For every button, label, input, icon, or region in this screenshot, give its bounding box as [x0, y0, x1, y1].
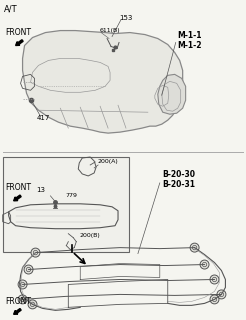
- Text: 153: 153: [119, 15, 132, 20]
- Circle shape: [200, 260, 209, 269]
- Text: 200(A): 200(A): [97, 159, 118, 164]
- Text: 417: 417: [36, 115, 50, 121]
- Circle shape: [190, 243, 199, 252]
- Text: 611(B): 611(B): [99, 28, 120, 33]
- Circle shape: [24, 265, 33, 274]
- Polygon shape: [23, 31, 183, 133]
- Text: M-1-1: M-1-1: [178, 31, 202, 40]
- Circle shape: [28, 300, 37, 309]
- Circle shape: [18, 280, 27, 289]
- FancyArrow shape: [14, 308, 21, 314]
- Circle shape: [217, 290, 226, 299]
- Circle shape: [210, 275, 219, 284]
- FancyArrow shape: [15, 40, 23, 45]
- Text: FRONT: FRONT: [6, 297, 32, 306]
- Text: B-20-31: B-20-31: [162, 180, 195, 189]
- Text: 779: 779: [65, 193, 77, 198]
- Text: 13: 13: [36, 187, 46, 193]
- FancyArrow shape: [14, 195, 21, 201]
- Bar: [3, 157, 129, 252]
- Text: M-1-2: M-1-2: [178, 41, 202, 50]
- Polygon shape: [158, 74, 186, 114]
- Circle shape: [31, 248, 40, 257]
- Text: A/T: A/T: [4, 4, 17, 13]
- Text: FRONT: FRONT: [6, 28, 32, 37]
- Text: FRONT: FRONT: [6, 183, 32, 192]
- Text: 200(B): 200(B): [79, 233, 100, 238]
- Circle shape: [210, 295, 219, 304]
- Text: B-20-30: B-20-30: [162, 171, 195, 180]
- Circle shape: [18, 295, 27, 304]
